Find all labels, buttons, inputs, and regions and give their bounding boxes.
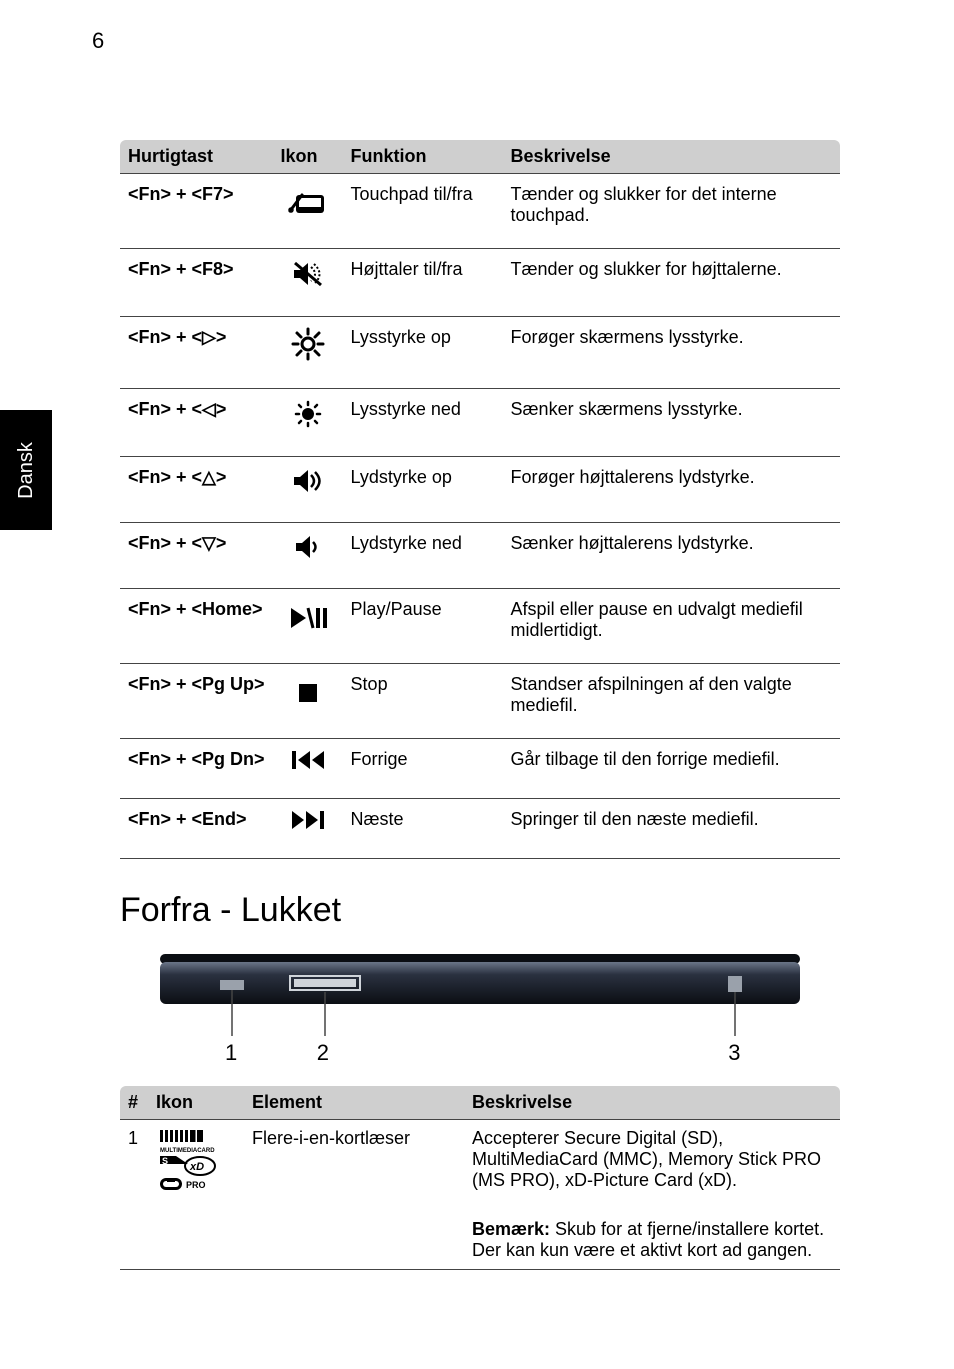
touchpad-icon <box>288 189 328 217</box>
table-row: <Fn> + <End> Næste Springer til den næst… <box>120 799 840 859</box>
table-row: <Fn> + <◁> Lysstyrke ned Sænker skærmens… <box>120 389 840 457</box>
closed-front-illustration: 1 2 3 <box>140 946 820 1066</box>
hotkey-cell: <Fn> + <Pg Up> <box>120 664 273 739</box>
hotkeys-table: Hurtigtast Ikon Funktion Beskrivelse <Fn… <box>120 140 840 859</box>
svg-text:MULTIMEDIACARD: MULTIMEDIACARD <box>160 1148 215 1154</box>
desc-cell: Springer til den næste mediefil. <box>503 799 840 859</box>
front-header-desc: Beskrivelse <box>464 1086 840 1120</box>
table-row: <Fn> + <Home> Play/Pause Afspil eller pa… <box>120 589 840 664</box>
hotkey-cell: <Fn> + <Pg Dn> <box>120 739 273 799</box>
table-row: <Fn> + <▽> Lydstyrke ned Sænker højttale… <box>120 523 840 589</box>
icon-cell <box>273 799 343 859</box>
hotkey-cell: <Fn> + <◁> <box>120 389 273 457</box>
hotkey-cell: <Fn> + <▽> <box>120 523 273 589</box>
svg-text:S: S <box>162 1156 168 1166</box>
icon-cell <box>273 389 343 457</box>
fn-cell: Forrige <box>343 739 503 799</box>
hotkey-cell: <Fn> + <▷> <box>120 317 273 389</box>
fn-cell: Touchpad til/fra <box>343 174 503 249</box>
table-row: <Fn> + <F8> Højttaler til/fra Tænder og … <box>120 249 840 317</box>
front-element-cell: Flere-i-en-kortlæser <box>244 1120 464 1212</box>
table-row: <Fn> + <Pg Dn> Forrige Går tilbage til d… <box>120 739 840 799</box>
svg-text:PRO: PRO <box>186 1180 206 1190</box>
callout-number: 3 <box>728 1040 740 1066</box>
svg-text:xD: xD <box>189 1161 204 1173</box>
callout-number: 1 <box>225 1040 237 1066</box>
fn-cell: Lydstyrke op <box>343 457 503 523</box>
next-track-icon <box>290 809 326 831</box>
icon-cell <box>273 249 343 317</box>
front-desc-cell: Accepterer Secure Digital (SD), MultiMed… <box>464 1120 840 1212</box>
hotkey-cell: <Fn> + <End> <box>120 799 273 859</box>
language-side-tab-label: Dansk <box>15 442 38 499</box>
table-row: <Fn> + <▷> Lysstyrke op Forøger skærmens… <box>120 317 840 389</box>
volume-down-icon <box>293 533 323 561</box>
desc-cell: Sænker højttalerens lydstyrke. <box>503 523 840 589</box>
table-row: <Fn> + <Pg Up> Stop Standser afspilninge… <box>120 664 840 739</box>
section-heading-closed-front: Forfra - Lukket <box>120 891 840 930</box>
play-pause-icon <box>288 605 328 631</box>
icon-cell <box>273 739 343 799</box>
icon-cell <box>273 523 343 589</box>
fn-cell: Lysstyrke op <box>343 317 503 389</box>
front-header-elem: Element <box>244 1086 464 1120</box>
front-header-num: # <box>120 1086 148 1120</box>
hotkey-cell: <Fn> + <F7> <box>120 174 273 249</box>
table-row: <Fn> + <△> Lydstyrke op Forøger højttale… <box>120 457 840 523</box>
desc-cell: Tænder og slukker for højttalerne. <box>503 249 840 317</box>
stop-icon <box>296 681 320 705</box>
language-side-tab: Dansk <box>0 410 52 530</box>
fn-cell: Stop <box>343 664 503 739</box>
hotkey-cell: <Fn> + <F8> <box>120 249 273 317</box>
table-row: 1 MULTIMEDIACARD S xD <box>120 1120 840 1212</box>
page-number: 6 <box>92 28 104 54</box>
desc-cell: Standser afspilningen af den valgte medi… <box>503 664 840 739</box>
brightness-down-icon <box>293 399 323 429</box>
fn-cell: Play/Pause <box>343 589 503 664</box>
brightness-up-icon <box>291 327 325 361</box>
hotkeys-header-hotkey: Hurtigtast <box>120 140 273 174</box>
table-row: Bemærk: Skub for at fjerne/installere ko… <box>120 1211 840 1270</box>
hotkeys-header-desc: Beskrivelse <box>503 140 840 174</box>
desc-cell: Sænker skærmens lysstyrke. <box>503 389 840 457</box>
icon-cell <box>273 664 343 739</box>
fn-cell: Lydstyrke ned <box>343 523 503 589</box>
icon-cell <box>273 589 343 664</box>
desc-cell: Går tilbage til den forrige mediefil. <box>503 739 840 799</box>
desc-cell: Afspil eller pause en udvalgt mediefil m… <box>503 589 840 664</box>
previous-track-icon <box>290 749 326 771</box>
hotkey-cell: <Fn> + <Home> <box>120 589 273 664</box>
speaker-mute-icon <box>291 259 325 289</box>
hotkeys-header-fn: Funktion <box>343 140 503 174</box>
icon-cell <box>273 317 343 389</box>
desc-cell: Tænder og slukker for det interne touchp… <box>503 174 840 249</box>
front-header-icon: Ikon <box>148 1086 244 1120</box>
icon-cell <box>273 457 343 523</box>
hotkey-cell: <Fn> + <△> <box>120 457 273 523</box>
fn-cell: Næste <box>343 799 503 859</box>
hotkeys-header-icon: Ikon <box>273 140 343 174</box>
fn-cell: Lysstyrke ned <box>343 389 503 457</box>
card-reader-icon: MULTIMEDIACARD S xD PRO <box>156 1128 236 1198</box>
desc-cell: Forøger højttalerens lydstyrke. <box>503 457 840 523</box>
page-content: Hurtigtast Ikon Funktion Beskrivelse <Fn… <box>120 140 840 1270</box>
callout-number: 2 <box>317 1040 329 1066</box>
note-label: Bemærk: <box>472 1219 550 1239</box>
volume-up-icon <box>291 467 325 495</box>
desc-cell: Forøger skærmens lysstyrke. <box>503 317 840 389</box>
front-num-cell: 1 <box>120 1120 148 1212</box>
front-desc-note-cell: Bemærk: Skub for at fjerne/installere ko… <box>464 1211 840 1270</box>
front-icon-cell: MULTIMEDIACARD S xD PRO <box>148 1120 244 1212</box>
front-table: # Ikon Element Beskrivelse 1 MULTIMEDIAC… <box>120 1086 840 1270</box>
fn-cell: Højttaler til/fra <box>343 249 503 317</box>
hotkeys-tbody: <Fn> + <F7> Touchpad til/fra Tænder og s… <box>120 174 840 859</box>
icon-cell <box>273 174 343 249</box>
table-row: <Fn> + <F7> Touchpad til/fra Tænder og s… <box>120 174 840 249</box>
